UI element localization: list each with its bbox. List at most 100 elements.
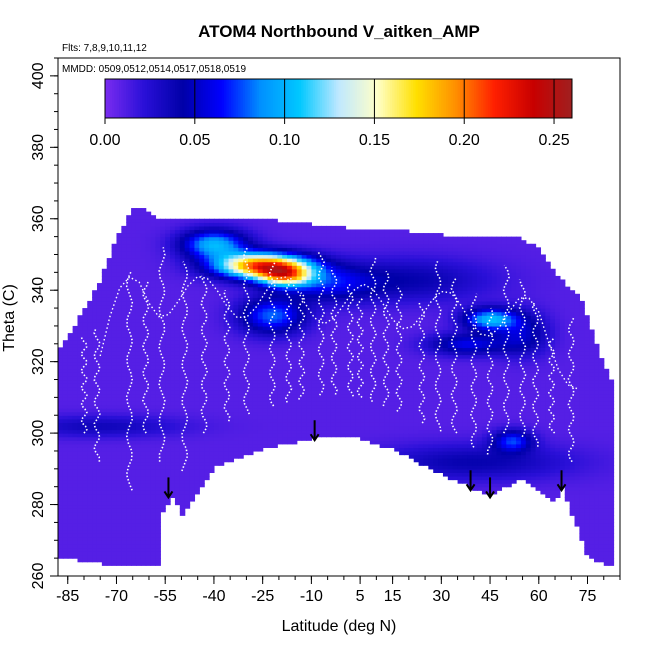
heatmap-cell — [92, 558, 98, 563]
heatmap-cell — [165, 329, 171, 334]
heatmap-cell — [267, 283, 273, 288]
heatmap-cell — [92, 525, 98, 531]
heatmap-cell — [77, 354, 83, 359]
heatmap-cell — [165, 436, 171, 441]
heatmap-cell — [87, 397, 93, 402]
heatmap-cell — [306, 318, 312, 323]
heatmap-cell — [189, 265, 196, 270]
heatmap-cell — [252, 447, 259, 452]
heatmap-cell — [228, 454, 235, 459]
heatmap-cell — [335, 422, 342, 427]
heatmap-cell — [96, 533, 103, 538]
heatmap-cell — [184, 229, 191, 234]
heatmap-cell — [306, 311, 312, 316]
heatmap-cell — [62, 379, 69, 384]
heatmap-cell — [277, 243, 283, 248]
heatmap-cell — [121, 443, 127, 448]
heatmap-cell — [106, 433, 113, 438]
heatmap-cell — [72, 372, 79, 377]
heatmap-cell — [155, 283, 161, 288]
heatmap-cell — [150, 268, 157, 273]
heatmap-cell — [160, 286, 166, 291]
heatmap-cell — [150, 529, 157, 534]
heatmap-cell — [233, 436, 239, 441]
heatmap-cell — [223, 350, 230, 356]
heatmap-cell — [321, 350, 327, 356]
heatmap-cell — [106, 350, 113, 356]
heatmap-cell — [121, 333, 127, 338]
heatmap-cell — [189, 258, 196, 263]
heatmap-cell — [345, 250, 351, 256]
heatmap-cell — [267, 290, 273, 295]
heatmap-cell — [150, 272, 157, 277]
heatmap-cell — [96, 500, 103, 506]
heatmap-cell — [179, 350, 186, 356]
heatmap-cell — [326, 240, 332, 245]
heatmap-cell — [199, 354, 205, 359]
heatmap-cell — [135, 400, 142, 406]
heatmap-cell — [277, 225, 283, 231]
heatmap-cell — [340, 329, 347, 334]
heatmap-cell — [160, 243, 166, 248]
heatmap-cell — [287, 404, 293, 409]
heatmap-cell — [364, 233, 371, 238]
heatmap-cell — [213, 308, 220, 313]
heatmap-cell — [379, 247, 386, 252]
heatmap-cell — [238, 361, 244, 366]
heatmap-cell — [311, 386, 317, 391]
heatmap-cell — [394, 358, 400, 363]
heatmap-cell — [77, 429, 83, 434]
heatmap-cell — [72, 511, 79, 516]
heatmap-cell — [238, 433, 244, 438]
heatmap-cell — [282, 233, 288, 238]
heatmap-cell — [199, 343, 205, 348]
heatmap-cell — [287, 290, 293, 295]
heatmap-cell — [374, 333, 381, 338]
heatmap-cell — [131, 283, 137, 288]
heatmap-cell — [262, 247, 269, 252]
heatmap-cell — [238, 383, 244, 388]
heatmap-cell — [96, 547, 103, 552]
heatmap-cell — [106, 525, 113, 531]
heatmap-cell — [311, 254, 317, 259]
heatmap-cell — [170, 418, 176, 423]
heatmap-cell — [199, 218, 205, 223]
heatmap-cell — [121, 293, 127, 298]
heatmap-cell — [62, 447, 69, 452]
heatmap-cell — [116, 304, 122, 309]
heatmap-cell — [131, 322, 137, 327]
heatmap-cell — [204, 279, 210, 284]
heatmap-cell — [350, 429, 356, 434]
heatmap-cell — [179, 275, 186, 281]
heatmap-cell — [82, 329, 88, 334]
heatmap-cell — [223, 397, 230, 402]
heatmap-cell — [360, 275, 366, 281]
heatmap-cell — [262, 225, 269, 231]
heatmap-cell — [194, 468, 200, 473]
heatmap-cell — [131, 318, 137, 323]
heatmap-cell — [257, 290, 264, 295]
heatmap-cell — [204, 365, 210, 370]
heatmap-cell — [340, 311, 347, 316]
heatmap-cell — [135, 272, 142, 277]
heatmap-cell — [321, 400, 327, 406]
heatmap-cell — [213, 433, 220, 438]
heatmap-cell — [316, 322, 322, 327]
heatmap-cell — [252, 358, 259, 363]
heatmap-cell — [228, 354, 235, 359]
heatmap-cell — [272, 440, 278, 445]
heatmap-cell — [131, 261, 137, 266]
heatmap-cell — [116, 493, 122, 498]
heatmap-cell — [82, 422, 88, 427]
heatmap-cell — [335, 386, 342, 391]
heatmap-cell — [62, 340, 69, 345]
heatmap-cell — [326, 393, 332, 398]
heatmap-cell — [194, 315, 200, 320]
heatmap-cell — [62, 525, 69, 531]
heatmap-cell — [364, 354, 371, 359]
heatmap-cell — [170, 304, 176, 309]
heatmap-cell — [116, 390, 122, 395]
heatmap-cell — [126, 400, 132, 406]
heatmap-cell — [213, 261, 220, 266]
heatmap-cell — [150, 486, 157, 491]
